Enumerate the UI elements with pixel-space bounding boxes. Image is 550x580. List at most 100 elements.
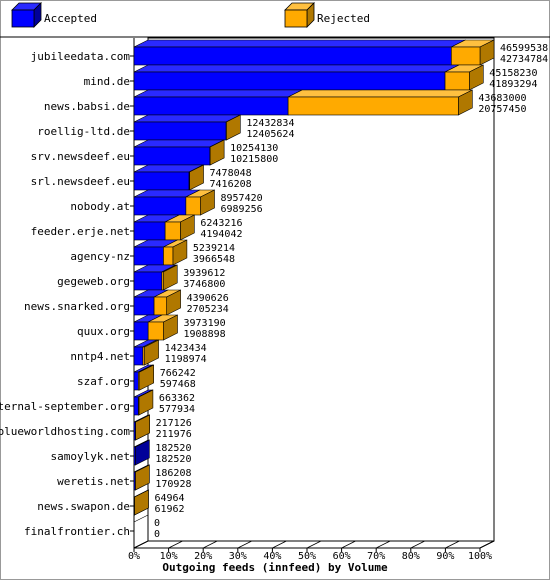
bar-rejected — [164, 221, 181, 241]
bar-accepted — [133, 396, 139, 416]
value-label-total: 3973190 — [184, 318, 226, 329]
bar-accepted — [133, 196, 187, 216]
value-label-accepted: 2705234 — [187, 304, 229, 315]
x-tick-line — [203, 540, 218, 549]
x-tick-line — [133, 540, 149, 549]
legend-label: Rejected — [317, 12, 370, 25]
x-tick-line — [376, 540, 391, 549]
bar-rejected — [142, 346, 145, 366]
bar-top-accepted — [133, 89, 303, 98]
category-label: jubileedata.com — [31, 50, 131, 63]
x-tick-line — [237, 540, 252, 549]
legend-swatch — [284, 9, 308, 28]
bar-top-accepted — [133, 39, 466, 48]
x-tick-label: 40% — [263, 551, 281, 562]
category-label: srl.newsdeef.eu — [31, 175, 130, 188]
bar-accepted — [133, 221, 166, 241]
x-tick-label: 60% — [333, 551, 351, 562]
x-tick-line — [272, 540, 287, 549]
value-label-total: 1423434 — [165, 343, 207, 354]
x-tick-label: 100% — [468, 551, 492, 562]
category-label: samoylyk.net — [51, 450, 130, 463]
bar-accepted — [133, 371, 139, 391]
bar-accepted — [133, 321, 149, 341]
bar-rejected — [287, 96, 459, 116]
x-tick-label: 90% — [436, 551, 454, 562]
value-label-accepted: 6989256 — [221, 204, 263, 215]
category-label: news.swapon.de — [37, 500, 130, 513]
value-label-total: 10254130 — [230, 143, 278, 154]
value-label-total: 182520 — [155, 443, 191, 454]
bar-accepted — [133, 246, 164, 266]
category-label: news.snarked.org — [24, 300, 130, 313]
bar-top-rejected — [287, 89, 473, 98]
x-tick-label: 10% — [160, 551, 178, 562]
value-label-accepted: 3966548 — [193, 254, 235, 265]
value-label-total: 5239214 — [193, 243, 235, 254]
bar-rejected — [138, 371, 140, 391]
value-label-total: 46599538 — [500, 43, 548, 54]
bar-accepted — [133, 446, 136, 466]
value-label-accepted: 42734784 — [500, 54, 548, 65]
legend-item-accepted: Accepted — [11, 2, 97, 28]
value-label-accepted: 41893294 — [489, 79, 537, 90]
bar-accepted — [133, 271, 163, 291]
value-label-total: 663362 — [159, 393, 195, 404]
value-label-accepted: 0 — [154, 529, 160, 540]
bar-accepted — [133, 46, 452, 66]
category-label: weretis.net — [57, 475, 130, 488]
value-label-total: 8957420 — [221, 193, 263, 204]
value-label-accepted: 211976 — [156, 429, 192, 440]
category-label: srv.newsdeef.eu — [31, 150, 130, 163]
value-label-total: 64964 — [154, 493, 184, 504]
bar-rejected — [451, 46, 481, 66]
category-label: nntp4.net — [70, 350, 130, 363]
bar-rejected — [153, 296, 167, 316]
category-label: nobody.at — [70, 200, 130, 213]
bar-accepted — [133, 96, 289, 116]
value-label-total: 0 — [154, 518, 160, 529]
bar-accepted — [133, 71, 446, 91]
value-label-accepted: 1908898 — [184, 329, 226, 340]
value-label-accepted: 577934 — [159, 404, 195, 415]
x-tick-label: 70% — [367, 551, 385, 562]
x-axis-title: Outgoing feeds (innfeed) by Volume — [162, 561, 388, 574]
value-label-accepted: 20757450 — [478, 104, 526, 115]
bar-rejected — [163, 246, 174, 266]
x-tick-label: 30% — [229, 551, 247, 562]
value-label-total: 45158230 — [489, 68, 537, 79]
category-label: agency-nz — [70, 250, 130, 263]
value-label-total: 6243216 — [200, 218, 242, 229]
bar-top-accepted — [133, 139, 224, 148]
value-label-total: 7478048 — [210, 168, 252, 179]
bar-empty — [133, 514, 149, 523]
value-label-total: 43683000 — [478, 93, 526, 104]
x-tick-line — [306, 540, 322, 549]
category-label: news.babsi.de — [44, 100, 130, 113]
bar-accepted — [133, 346, 144, 366]
value-label-accepted: 4194042 — [200, 229, 242, 240]
bar-rejected — [137, 396, 140, 416]
category-label: eternal-september.org — [0, 400, 130, 413]
bar-top-accepted — [133, 64, 460, 73]
bar-rejected — [185, 196, 201, 216]
legend: Accepted Rejected — [11, 2, 370, 28]
value-label-accepted: 61962 — [154, 504, 184, 515]
value-label-accepted: 182520 — [155, 454, 191, 465]
value-label-accepted: 12405624 — [246, 129, 294, 140]
category-label: feeder.erje.net — [31, 225, 130, 238]
category-label: quux.org — [77, 325, 130, 338]
value-label-accepted: 1198974 — [165, 354, 207, 365]
